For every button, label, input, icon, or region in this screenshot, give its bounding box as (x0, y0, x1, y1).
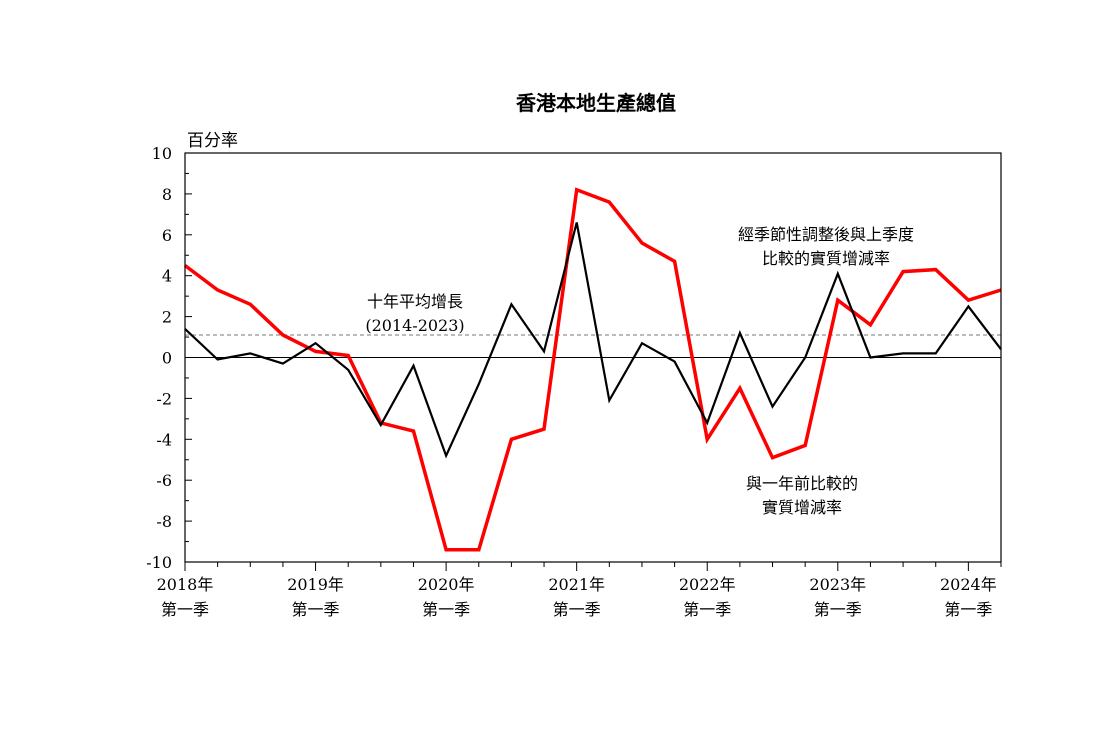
x-tick-quarter-label: 第一季 (422, 600, 470, 619)
x-tick-quarter-label: 第一季 (683, 600, 731, 619)
y-tick-label: -4 (156, 430, 172, 449)
y-tick-label: 10 (152, 144, 172, 163)
x-tick-year-label: 2018年 (157, 575, 214, 594)
x-tick-year-label: 2022年 (679, 575, 736, 594)
x-tick-year-label: 2024年 (940, 575, 997, 594)
x-tick-quarter-label: 第一季 (944, 600, 992, 619)
black-series-annotation-line2: 比較的實質增減率 (762, 249, 890, 268)
x-tick-quarter-label: 第一季 (292, 600, 340, 619)
y-tick-label: 2 (162, 308, 172, 327)
chart-title: 香港本地生產總值 (516, 91, 676, 115)
x-tick-quarter-label: 第一季 (553, 600, 601, 619)
red-series-annotation-line1: 與一年前比較的 (746, 474, 858, 493)
y-axis-label: 百分率 (187, 131, 238, 151)
x-tick-year-label: 2019年 (287, 575, 344, 594)
y-tick-label: 0 (162, 349, 172, 368)
x-tick-year-label: 2023年 (809, 575, 866, 594)
average-label-line2: (2014-2023) (365, 316, 464, 335)
black-series-annotation-line1: 經季節性調整後與上季度 (738, 225, 914, 244)
y-tick-label: -2 (156, 389, 172, 408)
y-tick-label: -6 (156, 471, 172, 490)
series-line-quarter-on-quarter (184, 222, 1002, 459)
x-tick-quarter-label: 第一季 (161, 600, 209, 619)
average-label-line1: 十年平均增長 (367, 292, 463, 311)
red-series-annotation-line2: 實質增減率 (762, 498, 842, 517)
series-line-year-on-year (183, 187, 1002, 552)
x-tick-quarter-label: 第一季 (814, 600, 862, 619)
y-tick-label: -8 (156, 512, 172, 531)
y-tick-label: 4 (162, 267, 172, 286)
y-tick-label: -10 (146, 553, 172, 572)
y-tick-label: 6 (162, 226, 172, 245)
x-tick-year-label: 2021年 (548, 575, 605, 594)
y-tick-label: 8 (162, 185, 172, 204)
x-tick-year-label: 2020年 (418, 575, 475, 594)
